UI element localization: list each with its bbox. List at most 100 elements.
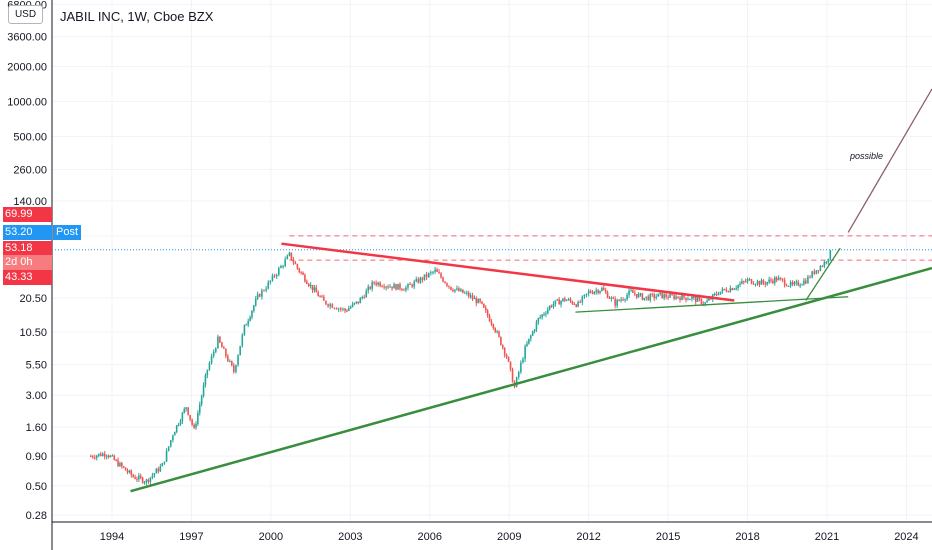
candle-body <box>442 277 444 282</box>
candle-body <box>309 284 312 286</box>
candle-body <box>126 470 129 473</box>
candle-body <box>694 296 697 302</box>
candle-body <box>147 479 150 483</box>
candle-body <box>645 296 648 298</box>
candle-body <box>817 270 820 272</box>
candle-body <box>161 463 164 467</box>
candle-body <box>349 306 352 309</box>
long-term-support-line <box>130 266 932 493</box>
y-tick-label: 3.00 <box>26 390 47 402</box>
candle-body <box>541 314 543 318</box>
candle-body <box>659 292 661 294</box>
candle-body <box>729 288 732 292</box>
candle-body <box>221 342 223 348</box>
candle-body <box>649 294 652 301</box>
candle-body <box>256 294 259 299</box>
candle-body <box>444 281 446 284</box>
candle-body <box>719 291 722 295</box>
candle-body <box>599 290 601 293</box>
candle-body <box>655 296 657 298</box>
candle-body <box>130 470 133 476</box>
candle-body <box>200 395 203 405</box>
candle-body <box>132 475 134 477</box>
candle-body <box>571 301 574 304</box>
candle-body <box>124 467 127 471</box>
candle-body <box>469 295 472 297</box>
possible-annotation: possible <box>850 151 884 161</box>
candle-body <box>750 279 753 284</box>
currency-selector[interactable]: USD <box>8 5 43 24</box>
candle-body <box>282 265 284 267</box>
candle-body <box>452 289 454 292</box>
candle-body <box>241 334 244 346</box>
candle-body <box>583 294 586 297</box>
x-tick-label: 2000 <box>259 531 283 543</box>
candle-body <box>520 362 522 372</box>
candle-body <box>373 282 375 284</box>
candle-body <box>206 369 209 376</box>
candle-body <box>581 296 584 303</box>
candle-body <box>689 299 691 301</box>
candle-body <box>630 290 632 292</box>
candle-body <box>243 324 246 335</box>
candle-body <box>391 286 393 289</box>
candle-body <box>573 303 576 305</box>
candle-body <box>448 285 450 287</box>
candle-body <box>395 284 397 290</box>
candle-body <box>509 361 512 369</box>
candle-body <box>359 298 362 304</box>
candle-body <box>733 288 736 290</box>
x-tick-label: 2006 <box>418 531 442 543</box>
candle-body <box>762 280 765 284</box>
candle-body <box>149 477 152 483</box>
candle-body <box>361 296 364 299</box>
candle-body <box>618 299 620 301</box>
candle-body <box>399 283 401 289</box>
x-tick-label: 2018 <box>735 531 759 543</box>
candle-body <box>687 299 689 301</box>
y-tick-label: 0.50 <box>26 481 47 493</box>
candle-body <box>663 294 665 299</box>
candle-body <box>411 284 413 287</box>
candle-body <box>157 468 160 472</box>
candle-body <box>462 289 464 293</box>
candle-body <box>622 299 624 301</box>
candle-body <box>432 271 434 273</box>
candle-body <box>483 303 485 308</box>
y-tick-label: 500.00 <box>13 131 47 143</box>
candle-body <box>706 300 708 303</box>
candle-body <box>136 478 138 480</box>
candle-body <box>288 252 291 256</box>
candle-body <box>558 299 560 305</box>
candle-body <box>647 296 650 301</box>
candle-body <box>467 292 470 297</box>
candle-body <box>819 266 822 271</box>
candle-body <box>539 317 542 319</box>
candle-body <box>319 296 321 298</box>
candle-body <box>634 292 636 295</box>
candle-body <box>501 345 504 348</box>
y-tick-label: 0.90 <box>26 451 47 463</box>
candle-body <box>115 459 117 461</box>
candle-body <box>271 275 274 281</box>
resistance-trend-line <box>281 242 735 302</box>
candle-body <box>522 359 524 363</box>
y-tick-label: 5.50 <box>26 360 47 372</box>
candle-body <box>764 283 767 285</box>
candle-body <box>258 294 261 297</box>
x-tick-label: 2003 <box>338 531 362 543</box>
candle-body <box>768 279 770 282</box>
candle-body <box>235 365 237 372</box>
candle-body <box>626 295 628 300</box>
candle-body <box>185 407 187 410</box>
candle-body <box>641 293 644 300</box>
candle-body <box>254 298 257 306</box>
candle-body <box>492 324 495 329</box>
candle-body <box>261 290 263 297</box>
candle-body <box>440 273 442 278</box>
candle-body <box>723 288 726 290</box>
candle-body <box>773 277 776 283</box>
candle-body <box>93 457 96 459</box>
candle-body <box>517 371 520 378</box>
